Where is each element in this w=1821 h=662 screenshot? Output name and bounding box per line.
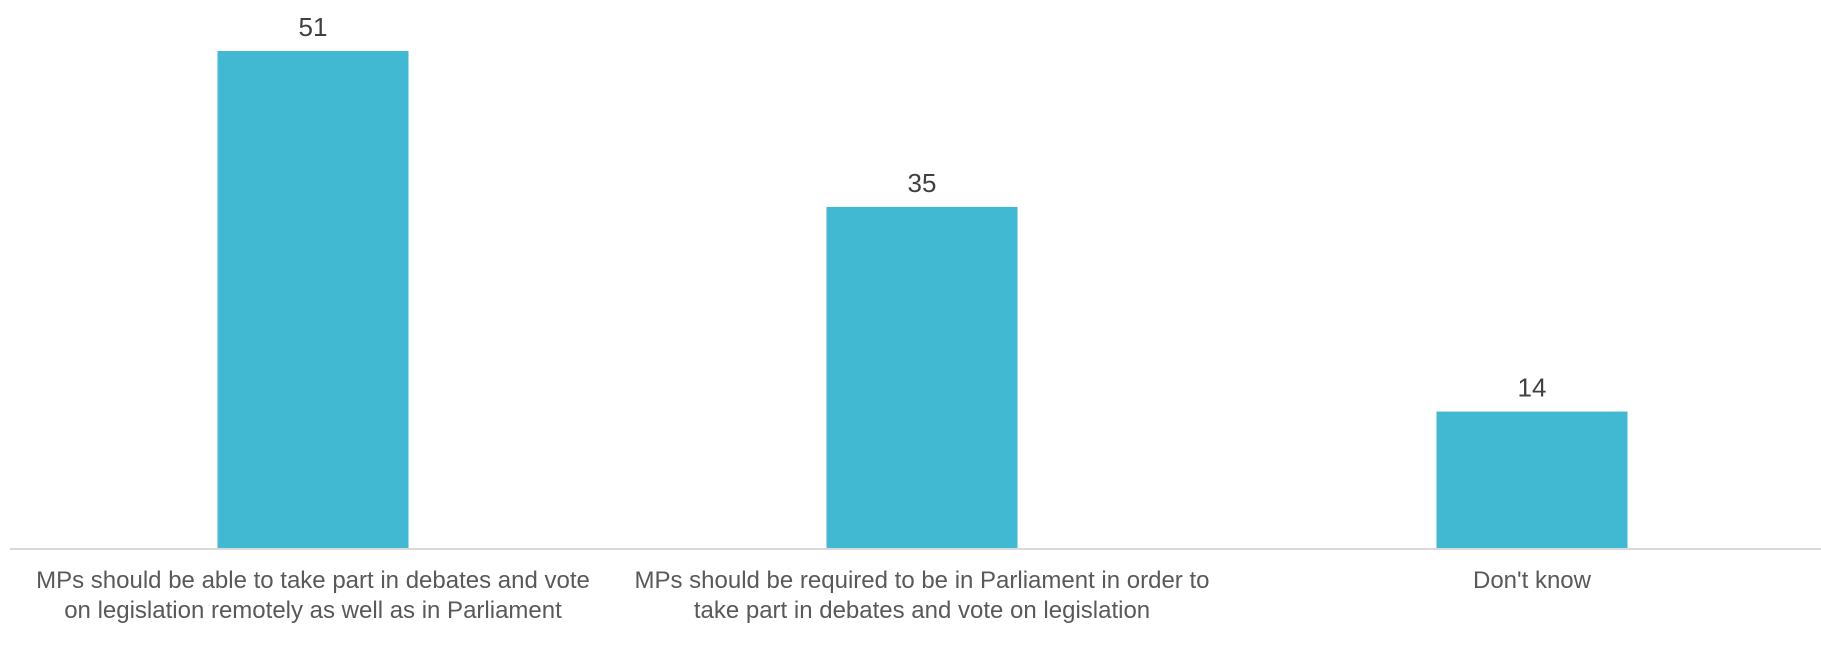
data-label-dont-know: 14 bbox=[1518, 373, 1547, 403]
category-label-dont-know: Don't know bbox=[1473, 567, 1591, 594]
data-label-remote: 51 bbox=[299, 12, 328, 42]
data-labels-group: 51 35 14 bbox=[299, 12, 1547, 403]
data-label-in-parliament: 35 bbox=[908, 168, 937, 198]
category-label-remote: MPs should be able to take part in debat… bbox=[36, 567, 590, 624]
bar-remote bbox=[217, 51, 409, 548]
bar-in-parliament bbox=[826, 206, 1018, 548]
bars-group bbox=[217, 51, 1628, 548]
category-label-in-parliament: MPs should be required to be in Parliame… bbox=[634, 567, 1210, 624]
bar-dont-know bbox=[1436, 411, 1628, 548]
